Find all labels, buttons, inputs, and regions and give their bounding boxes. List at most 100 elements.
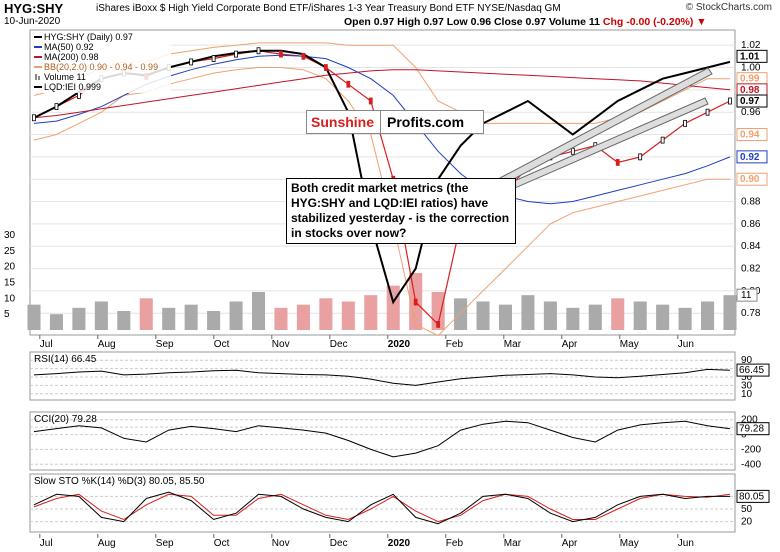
volume-tag: 11: [741, 290, 752, 301]
volume-bar: [656, 304, 670, 330]
x-tick-label: Jun: [678, 339, 694, 350]
volume-bar: [117, 311, 131, 330]
price-x-axis: Jul Aug Sep Oct Nov Dec 2020 Feb Mar Apr May Jun: [39, 335, 694, 350]
indicator-tick-label: 30: [741, 380, 753, 391]
x-tick-label: May: [620, 339, 639, 350]
source-credit: © StockCharts.com: [685, 2, 772, 13]
indicator-tick-label: 90: [741, 355, 753, 366]
price-candle: [323, 64, 328, 71]
volume-bars: [27, 273, 737, 330]
price-candle: [54, 103, 59, 111]
price-candle: [32, 114, 36, 122]
value-tag: 0.94: [740, 130, 760, 141]
value-tag: 0.99: [740, 74, 760, 85]
change-value: Chg -0.00 (-0.20%): [602, 16, 694, 28]
logo-left-text: Sunshine: [307, 111, 382, 133]
volume-bar: [251, 292, 266, 330]
x-tick-label: Sep: [156, 538, 174, 549]
logo-right-text: Profits.com: [387, 114, 465, 130]
indicator-tick-label: -200: [741, 444, 761, 455]
price-legend: HYG:SHY (Daily) 0.97 MA(50) 0.92 MA(200)…: [31, 31, 171, 93]
volume-bar: [678, 307, 692, 330]
chart-date: 10-Jun-2020: [4, 16, 61, 27]
bottom-x-axis: Jul Aug Sep Oct Nov Dec 2020 Feb Mar Apr May Jun: [39, 534, 694, 549]
volume-bar: [229, 301, 243, 330]
indicator-tick-label: 10: [741, 389, 753, 400]
value-tag: 1.01: [740, 51, 760, 62]
price-candle: [436, 321, 441, 328]
rsi-title: RSI(14) 66.45: [34, 354, 97, 365]
x-tick-label: 2020: [388, 339, 411, 350]
price-candle: [301, 52, 306, 60]
volume-bar: [543, 301, 557, 330]
x-tick-label: Aug: [98, 538, 116, 549]
price-candle: [256, 47, 261, 55]
price-tick-label: 0.82: [741, 264, 761, 275]
volume-bar: [364, 295, 378, 330]
volume-bar: [341, 301, 355, 330]
sto-panel: [29, 473, 736, 533]
volume-bar: [701, 301, 715, 330]
value-tag: 0.92: [740, 152, 760, 163]
volume-bar: [611, 298, 625, 330]
symbol-title: HYG:SHY: [4, 1, 64, 16]
x-tick-label: Aug: [98, 339, 116, 350]
legend-ma200: MA(200) 0.98: [44, 52, 99, 62]
volume-bar: [296, 304, 310, 330]
legend-ma50: MA(50) 0.92: [44, 42, 94, 52]
volume-tick-label: 15: [4, 278, 16, 289]
volume-tick-label: 10: [4, 293, 16, 304]
x-tick-label: Feb: [446, 538, 464, 549]
price-tick-label: 0.96: [741, 107, 761, 118]
volume-bar: [588, 304, 602, 330]
indicator-tag: 79.28: [739, 424, 764, 435]
annotation-callout: Both credit market metrics (the HYG:SHY …: [286, 178, 516, 244]
cci-panel: [29, 411, 736, 471]
cci-title: CCI(20) 79.28: [34, 414, 97, 425]
value-tag-box: [736, 172, 768, 186]
x-tick-label: Apr: [562, 538, 578, 549]
price-candle: [368, 97, 373, 105]
value-tag: 0.90: [740, 174, 760, 185]
legend-main: HYG:SHY (Daily) 0.97: [44, 32, 133, 42]
price-candle: [189, 58, 194, 66]
price-candle: [413, 298, 418, 306]
x-tick-label: Oct: [214, 339, 230, 350]
sto-d-line: [33, 493, 731, 523]
legend-volume: Volume 11: [44, 72, 86, 82]
price-candle: [211, 55, 216, 62]
price-candle: [705, 108, 710, 116]
legend-lqd: LQD:IEI 0.999: [44, 82, 101, 92]
sto-title-text: Slow STO %K(14) %D(3) 80.05, 85.50: [34, 476, 205, 487]
price-tick-label: 0.84: [741, 241, 761, 252]
volume-tag-box: [736, 288, 758, 302]
x-tick-label: Nov: [272, 538, 290, 549]
volume-bar: [72, 307, 86, 330]
x-tick-label: 2020: [388, 538, 411, 549]
volume-bar: [633, 301, 647, 330]
volume-bar: [27, 304, 41, 330]
value-tag: 0.97: [740, 96, 760, 107]
volume-tick-label: 5: [4, 309, 10, 320]
x-tick-label: Jul: [40, 538, 53, 549]
volume-bar: [94, 301, 108, 330]
value-tag: 0.98: [740, 85, 760, 96]
volume-bar: [274, 307, 288, 330]
price-tick-label: 1.02: [741, 40, 761, 51]
volume-bar: [454, 298, 468, 330]
rsi-panel: [29, 351, 736, 401]
callout-pointers: [499, 67, 713, 192]
volume-bar: [566, 307, 580, 330]
ohlc-values: Open 0.97 High 0.97 Low 0.96 Close 0.97 …: [344, 16, 600, 28]
volume-bar: [49, 314, 63, 330]
volume-tick-label: 30: [4, 230, 16, 241]
price-candle: [570, 147, 575, 155]
chart-header: HYG:SHY iShares iBoxx $ High Yield Corpo…: [0, 0, 780, 30]
x-tick-label: Mar: [504, 538, 522, 549]
volume-bar: [184, 304, 198, 330]
price-tick-label: 1.00: [741, 63, 761, 74]
indicator-tick-label: 50: [741, 372, 753, 383]
volume-tick-label: 25: [4, 246, 16, 257]
series-line-ma-200-: [33, 69, 731, 119]
